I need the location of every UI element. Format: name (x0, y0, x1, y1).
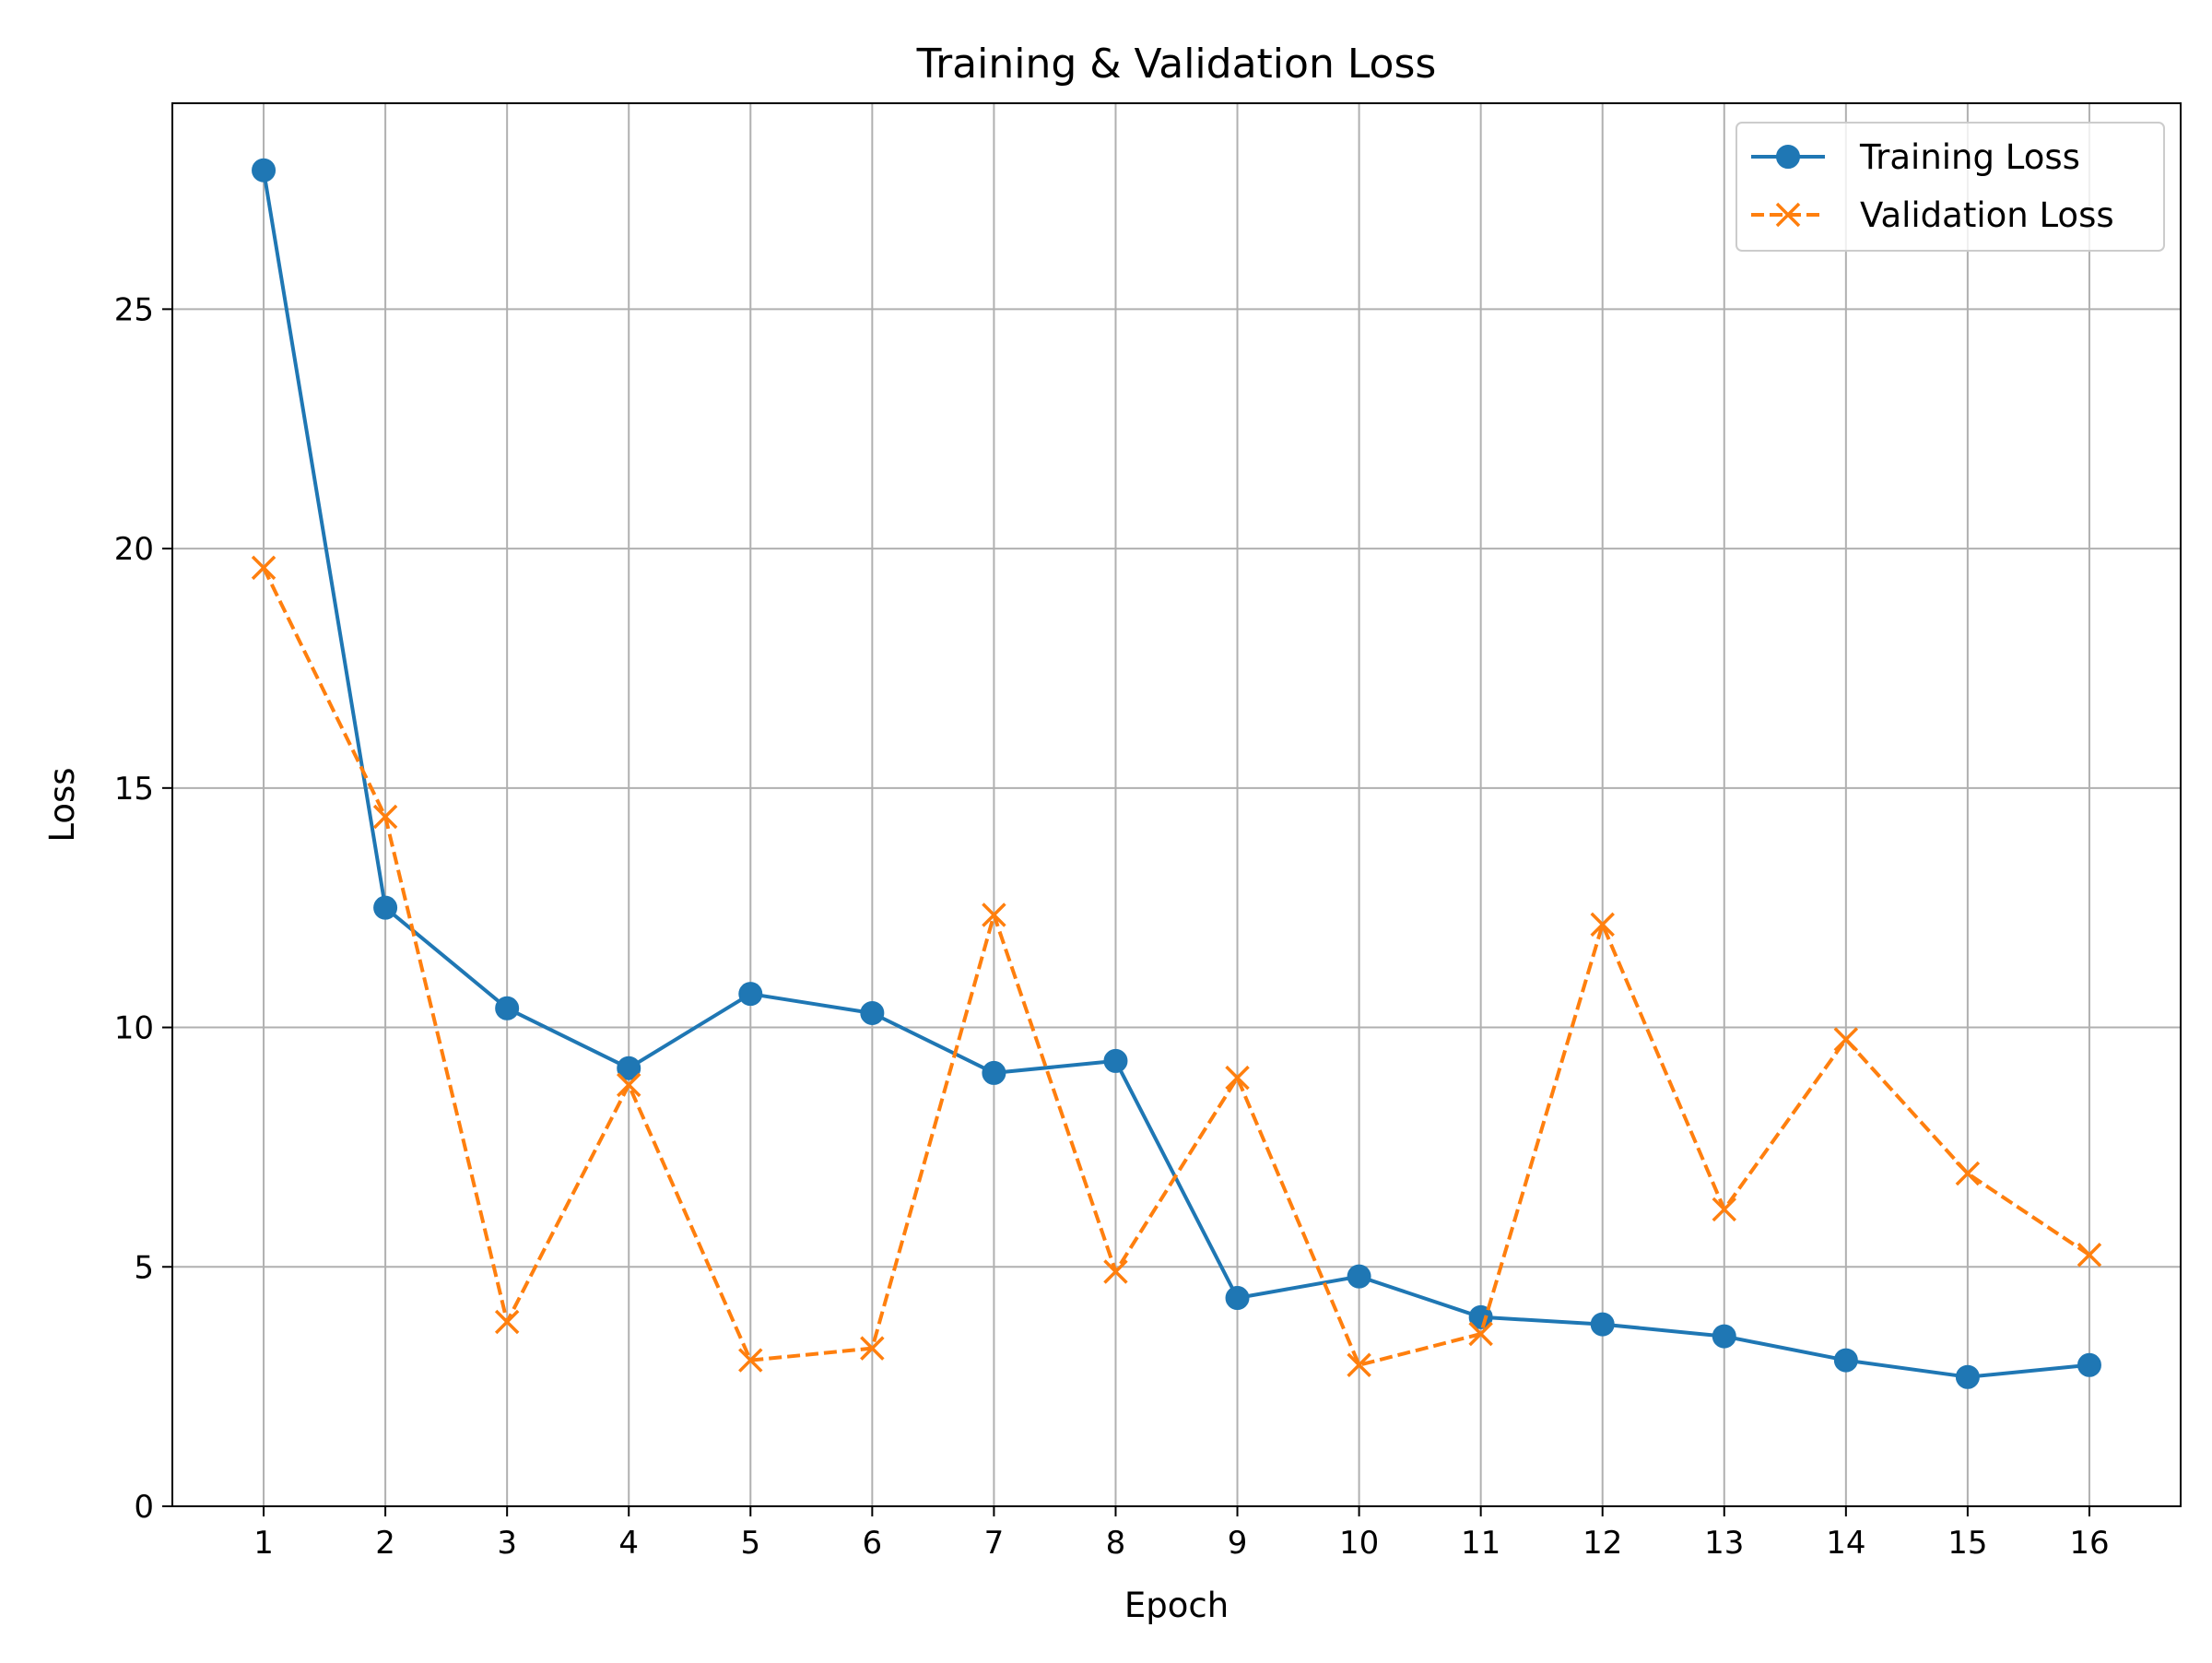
data-point (495, 996, 520, 1020)
y-tick-label: 10 (114, 1010, 154, 1047)
y-tick-label: 20 (114, 531, 154, 568)
series-training (252, 158, 2101, 1389)
legend-item: Validation Loss (1751, 195, 2114, 235)
data-point (1833, 1027, 1859, 1052)
legend-label: Training Loss (1859, 137, 2080, 177)
chart-title: Training & Validation Loss (916, 41, 1437, 88)
data-point (1590, 912, 1615, 938)
x-tick-label: 8 (1106, 1525, 1126, 1562)
x-tick-label: 4 (618, 1525, 639, 1562)
data-point (1225, 1286, 1250, 1311)
x-tick-label: 10 (1339, 1525, 1379, 1562)
data-point (1347, 1264, 1371, 1289)
data-point (1103, 1048, 1128, 1073)
data-point (494, 1309, 520, 1335)
data-point (982, 902, 1006, 927)
data-point (982, 1060, 1006, 1085)
data-point (373, 895, 398, 920)
series-line (262, 567, 2091, 1367)
data-point (2077, 1243, 2102, 1268)
data-point (616, 1072, 641, 1098)
data-point (1955, 1161, 1981, 1186)
series-line (262, 170, 2090, 1379)
x-tick-label: 11 (1461, 1525, 1500, 1562)
legend-marker (1776, 145, 1800, 169)
legend-box (1735, 122, 2165, 252)
data-point (1955, 1364, 1980, 1389)
y-tick-label: 5 (134, 1249, 154, 1286)
legend: Training Loss Validation Loss (1735, 122, 2165, 252)
data-point (372, 804, 398, 830)
x-tick-label: 12 (1583, 1525, 1622, 1562)
data-point (1468, 1304, 1493, 1329)
data-point (251, 555, 276, 581)
data-point (1225, 1065, 1250, 1091)
data-point (2077, 1352, 2101, 1377)
data-point (1712, 1324, 1736, 1349)
series-layer (251, 158, 2102, 1389)
series-validation (251, 555, 2102, 1377)
data-point (738, 1348, 763, 1373)
data-point (860, 1000, 885, 1025)
data-point (617, 1056, 641, 1080)
legend-label: Validation Loss (1860, 195, 2114, 235)
data-point (1347, 1352, 1371, 1377)
data-point (860, 1336, 885, 1361)
data-point (1590, 1312, 1615, 1337)
x-tick-label: 6 (863, 1525, 883, 1562)
y-axis-label: Loss (42, 767, 82, 842)
y-tick-label: 0 (134, 1489, 154, 1526)
plot-frame (171, 102, 2182, 1507)
x-tick-label: 9 (1228, 1525, 1248, 1562)
data-point (1712, 1197, 1737, 1222)
x-tick-label: 16 (2069, 1525, 2109, 1562)
grid-lines (172, 103, 2181, 1507)
x-axis-label: Epoch (1124, 1586, 1229, 1625)
y-tick-label: 25 (114, 291, 154, 328)
y-tick-label: 15 (114, 771, 154, 808)
x-tick-label: 13 (1704, 1525, 1744, 1562)
x-tick-label: 15 (1947, 1525, 1987, 1562)
data-point (1468, 1321, 1493, 1347)
x-tick-label: 2 (375, 1525, 395, 1562)
legend-marker (1775, 202, 1801, 228)
x-tick-label: 1 (253, 1525, 274, 1562)
x-tick-label: 14 (1826, 1525, 1865, 1562)
x-tick-label: 3 (497, 1525, 517, 1562)
data-point (1103, 1259, 1128, 1284)
legend-item: Training Loss (1751, 137, 2080, 177)
data-point (1833, 1348, 1858, 1373)
data-point (738, 982, 763, 1007)
x-tick-label: 7 (984, 1525, 1005, 1562)
x-tick-label: 5 (740, 1525, 760, 1562)
data-point (252, 158, 276, 183)
